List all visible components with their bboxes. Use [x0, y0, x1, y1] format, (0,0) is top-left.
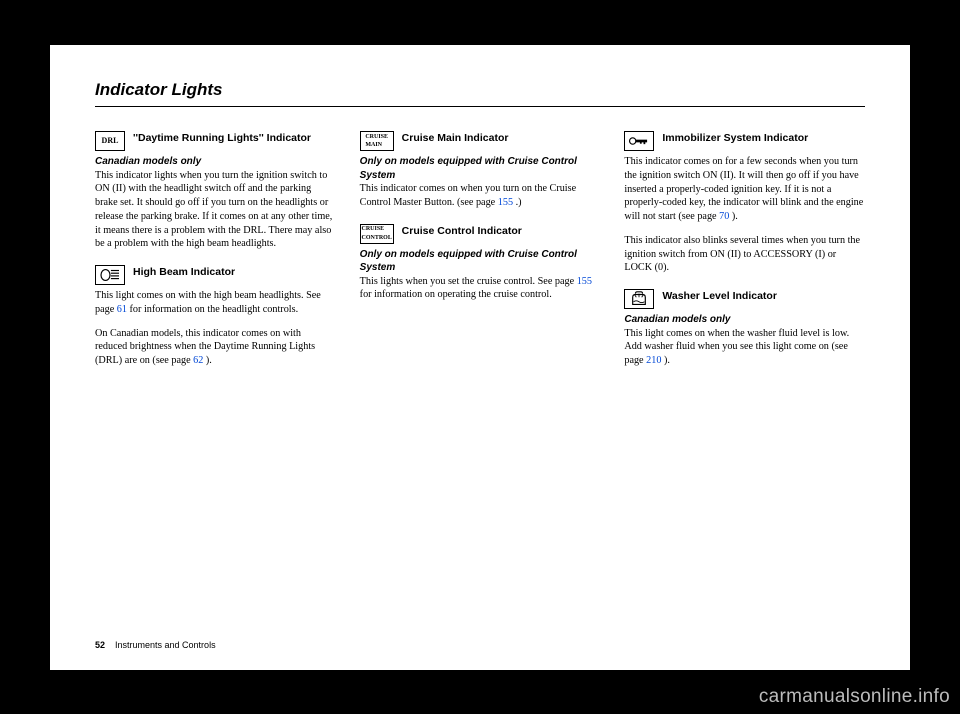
highbeam-link1[interactable]: 61	[117, 304, 127, 315]
cruisectrl-label: Cruise Control Indicator	[402, 224, 522, 238]
cruisectrl-head: CRUISECONTROL Cruise Control Indicator	[360, 224, 601, 244]
immobilizer-text2: This indicator also blinks several times…	[624, 234, 865, 275]
immobilizer-link1[interactable]: 70	[719, 211, 729, 222]
manual-page: Indicator Lights DRL ''Daytime Running L…	[50, 45, 910, 670]
title-rule	[95, 106, 865, 107]
cruisemain-icon-text: CRUISEMAIN	[365, 133, 388, 149]
washer-text1b: ).	[661, 355, 670, 366]
page-footer: 52 Instruments and Controls	[95, 640, 216, 650]
drl-subnote: Canadian models only	[95, 155, 336, 169]
cruisectrl-icon-text: CRUISECONTROL	[362, 225, 392, 241]
cruisemain-subnote: Only on models equipped with Cruise Cont…	[360, 155, 601, 182]
washer-link[interactable]: 210	[646, 355, 661, 366]
immobilizer-text1a: This indicator comes on for a few second…	[624, 156, 863, 222]
immobilizer-head: Immobilizer System Indicator	[624, 131, 865, 151]
drl-label: ''Daytime Running Lights'' Indicator	[133, 131, 311, 145]
page-number: 52	[95, 640, 105, 650]
immobilizer-text1: This indicator comes on for a few second…	[624, 155, 865, 224]
immobilizer-label: Immobilizer System Indicator	[662, 131, 808, 145]
cruisemain-icon: CRUISEMAIN	[360, 131, 394, 151]
immobilizer-text1b: ).	[729, 211, 738, 222]
drl-icon: DRL	[95, 131, 125, 151]
watermark: carmanualsonline.info	[759, 686, 950, 708]
highbeam-label: High Beam Indicator	[133, 265, 235, 279]
immobilizer-icon	[624, 131, 654, 151]
highbeam-icon	[95, 265, 125, 285]
highbeam-link2[interactable]: 62	[193, 355, 203, 366]
drl-icon-text: DRL	[102, 136, 119, 147]
column-2: CRUISEMAIN Cruise Main Indicator Only on…	[360, 129, 601, 378]
washer-head: Washer Level Indicator	[624, 289, 865, 309]
cruisemain-text1a: This indicator comes on when you turn on…	[360, 183, 576, 208]
cruisectrl-subnote: Only on models equipped with Cruise Cont…	[360, 248, 601, 275]
highbeam-text1: This light comes on with the high beam h…	[95, 289, 336, 317]
cruisemain-label: Cruise Main Indicator	[402, 131, 509, 145]
cruisectrl-link[interactable]: 155	[577, 276, 592, 287]
cruisectrl-icon: CRUISECONTROL	[360, 224, 394, 244]
cruisectrl-text1b: for information on operating the cruise …	[360, 289, 552, 300]
column-3: Immobilizer System Indicator This indica…	[624, 129, 865, 378]
washer-text: This light comes on when the washer flui…	[624, 327, 865, 368]
footer-label: Instruments and Controls	[115, 640, 216, 650]
columns: DRL ''Daytime Running Lights'' Indicator…	[95, 129, 865, 378]
cruisemain-head: CRUISEMAIN Cruise Main Indicator	[360, 131, 601, 151]
cruisemain-link[interactable]: 155	[498, 197, 513, 208]
washer-subnote: Canadian models only	[624, 313, 865, 327]
drl-head: DRL ''Daytime Running Lights'' Indicator	[95, 131, 336, 151]
cruisemain-text1b: .)	[513, 197, 522, 208]
highbeam-head: High Beam Indicator	[95, 265, 336, 285]
drl-text: This indicator lights when you turn the …	[95, 169, 336, 252]
column-1: DRL ''Daytime Running Lights'' Indicator…	[95, 129, 336, 378]
washer-icon	[624, 289, 654, 309]
cruisectrl-text: This lights when you set the cruise cont…	[360, 275, 601, 303]
highbeam-text1b: for information on the headlight control…	[127, 304, 298, 315]
washer-label: Washer Level Indicator	[662, 289, 777, 303]
highbeam-text2: On Canadian models, this indicator comes…	[95, 327, 336, 368]
highbeam-text2b: ).	[203, 355, 212, 366]
cruisectrl-text1a: This lights when you set the cruise cont…	[360, 276, 577, 287]
cruisemain-text: This indicator comes on when you turn on…	[360, 182, 601, 210]
page-title: Indicator Lights	[95, 80, 865, 100]
